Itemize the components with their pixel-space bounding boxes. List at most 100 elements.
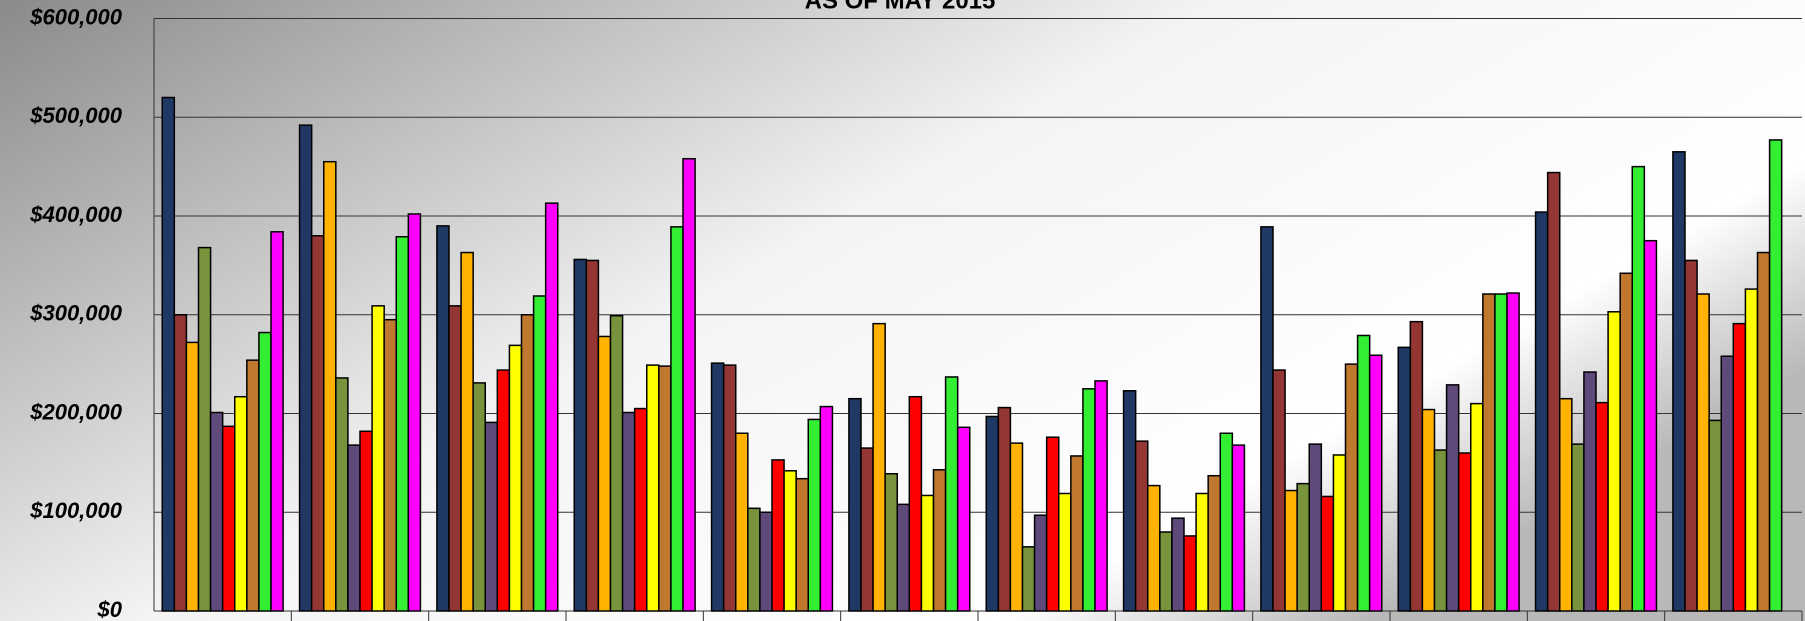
bar bbox=[1494, 293, 1508, 612]
bar bbox=[621, 411, 636, 612]
bar bbox=[1409, 320, 1424, 612]
bar bbox=[161, 96, 176, 612]
bar bbox=[1146, 484, 1161, 612]
bar bbox=[944, 376, 959, 612]
bar bbox=[1708, 419, 1722, 612]
bar bbox=[908, 395, 923, 612]
bar bbox=[1457, 452, 1472, 612]
bar bbox=[1058, 492, 1072, 612]
bar bbox=[246, 359, 260, 612]
x-tick-label: APR bbox=[1435, 617, 1482, 621]
bar bbox=[1482, 293, 1496, 612]
bar bbox=[860, 447, 874, 612]
bar bbox=[460, 251, 474, 612]
y-tick-label: $400,000 bbox=[29, 202, 123, 227]
bar bbox=[1070, 455, 1084, 612]
bar bbox=[646, 364, 660, 612]
bar bbox=[1171, 517, 1185, 612]
bar bbox=[359, 430, 373, 612]
bar bbox=[658, 365, 672, 612]
y-tick-label: $0 bbox=[97, 597, 123, 621]
bar bbox=[956, 426, 971, 612]
bar bbox=[1356, 334, 1371, 612]
bar bbox=[1134, 440, 1149, 612]
bar bbox=[371, 305, 385, 612]
bar bbox=[1082, 388, 1096, 612]
bar bbox=[1546, 171, 1561, 612]
bar bbox=[496, 369, 511, 612]
bar bbox=[783, 470, 797, 612]
bar bbox=[1768, 139, 1783, 612]
bar bbox=[896, 503, 911, 612]
bar bbox=[1231, 444, 1246, 612]
bar bbox=[1720, 355, 1735, 612]
bar bbox=[1534, 211, 1549, 612]
bar bbox=[819, 405, 834, 612]
x-tick-label: AUG bbox=[336, 617, 385, 621]
bar bbox=[734, 432, 749, 612]
bar bbox=[1631, 165, 1646, 612]
bar bbox=[209, 411, 224, 612]
bar bbox=[747, 507, 761, 612]
bar bbox=[759, 511, 773, 612]
bar bbox=[1344, 363, 1359, 612]
y-tick-label: $200,000 bbox=[29, 399, 123, 424]
bar bbox=[508, 344, 523, 612]
bar bbox=[532, 295, 547, 612]
bar bbox=[1756, 251, 1771, 612]
bar bbox=[848, 397, 862, 612]
bar bbox=[1159, 531, 1173, 612]
bar bbox=[633, 407, 648, 612]
bar bbox=[670, 226, 684, 612]
bar bbox=[1183, 535, 1197, 612]
bar bbox=[1470, 402, 1484, 612]
bar bbox=[484, 421, 499, 612]
bar bbox=[310, 235, 325, 612]
bar bbox=[920, 494, 935, 612]
bar bbox=[1696, 293, 1710, 612]
bar bbox=[771, 459, 785, 612]
bar bbox=[1619, 272, 1634, 612]
bar bbox=[1021, 546, 1036, 612]
y-tick-label: $300,000 bbox=[29, 301, 123, 326]
bar bbox=[1122, 390, 1137, 612]
bar bbox=[185, 341, 200, 612]
bar bbox=[383, 318, 398, 612]
bar bbox=[1744, 288, 1759, 612]
bar bbox=[395, 235, 410, 612]
bar bbox=[1308, 443, 1323, 612]
y-tick-label: $600,000 bbox=[29, 4, 123, 29]
bar bbox=[1595, 401, 1609, 612]
bar bbox=[1397, 346, 1412, 612]
bar bbox=[1433, 449, 1448, 612]
bar bbox=[221, 425, 236, 612]
bar bbox=[407, 213, 422, 612]
x-tick-label: SEP bbox=[475, 617, 519, 621]
bar bbox=[197, 246, 212, 612]
bar bbox=[585, 259, 600, 612]
x-tick-label: FEB bbox=[1162, 617, 1206, 621]
bar bbox=[1583, 371, 1597, 612]
x-tick-label: JUL bbox=[202, 617, 244, 621]
bar bbox=[1571, 443, 1585, 612]
bar bbox=[1207, 474, 1222, 612]
bar bbox=[1607, 311, 1621, 612]
bar bbox=[710, 362, 725, 612]
bar bbox=[1219, 432, 1234, 612]
bar bbox=[1643, 239, 1658, 612]
bar bbox=[1672, 151, 1686, 612]
bar bbox=[884, 472, 898, 612]
bar bbox=[1368, 354, 1383, 612]
x-tick-label: NOV bbox=[748, 617, 796, 621]
bar bbox=[1284, 489, 1298, 612]
bar bbox=[173, 314, 188, 612]
bar bbox=[1320, 495, 1335, 612]
bar bbox=[347, 444, 361, 612]
x-tick-label: JUN bbox=[1711, 617, 1755, 621]
bar bbox=[872, 322, 886, 612]
chart-title: AS OF MAY 2015 bbox=[805, 0, 996, 14]
bar bbox=[609, 314, 624, 612]
bar bbox=[1260, 226, 1274, 612]
bar bbox=[722, 364, 737, 612]
bar bbox=[258, 331, 272, 612]
